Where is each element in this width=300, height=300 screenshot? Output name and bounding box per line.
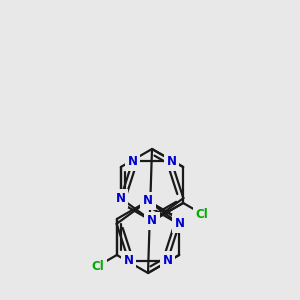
Text: N: N: [116, 192, 126, 205]
Text: Cl: Cl: [196, 208, 208, 220]
Text: N: N: [147, 214, 157, 227]
Text: Cl: Cl: [92, 260, 104, 272]
Text: N: N: [174, 217, 184, 230]
Text: N: N: [128, 155, 138, 168]
Text: N: N: [124, 254, 134, 267]
Text: N: N: [162, 254, 172, 267]
Text: N: N: [143, 194, 153, 208]
Text: N: N: [167, 155, 176, 168]
